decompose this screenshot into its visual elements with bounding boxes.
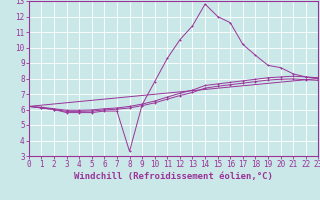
X-axis label: Windchill (Refroidissement éolien,°C): Windchill (Refroidissement éolien,°C) [74,172,273,181]
